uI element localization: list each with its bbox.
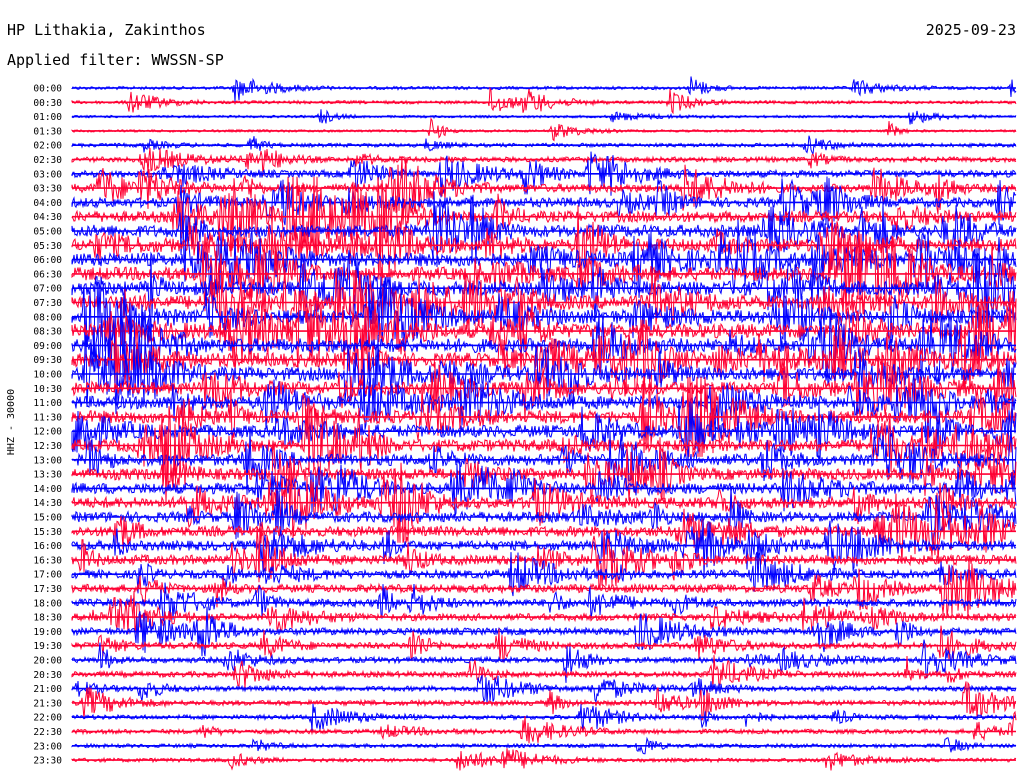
tick-label: 08:30 <box>33 327 62 338</box>
tick-label: 18:30 <box>33 613 62 624</box>
tick-label: 04:00 <box>33 198 62 209</box>
tick-label: 10:30 <box>33 384 62 395</box>
tick-label: 22:00 <box>33 713 62 724</box>
tick-label: 03:30 <box>33 184 62 195</box>
trace-line <box>71 486 1017 549</box>
tick-label-group: 00:00 00:30 01:00 01:30 02:00 02:30 03:00 03:30… <box>33 84 62 767</box>
tick-label: 05:30 <box>33 241 62 252</box>
tick-label: 01:30 <box>33 126 62 137</box>
filter-label: Applied filter: WWSSN-SP <box>7 51 224 69</box>
tick-label: 07:00 <box>33 284 62 295</box>
date-label: 2025-09-23 <box>925 21 1016 39</box>
tick-label: 17:30 <box>33 584 62 595</box>
tick-label: 02:00 <box>33 141 62 152</box>
trace-line <box>71 151 1017 198</box>
tick-label: 11:30 <box>33 412 62 423</box>
tick-label: 23:30 <box>33 756 62 767</box>
tick-label: 20:00 <box>33 656 62 667</box>
trace-line <box>71 399 1017 464</box>
tick-label: 12:00 <box>33 427 62 438</box>
tick-label: 20:30 <box>33 670 62 681</box>
trace-line <box>71 371 1017 444</box>
tick-label: 06:00 <box>33 255 62 266</box>
trace-line <box>71 247 1016 329</box>
tick-label: 14:00 <box>33 484 62 495</box>
trace-line <box>71 156 1017 225</box>
tick-label: 15:00 <box>33 513 62 524</box>
tick-label: 07:30 <box>33 298 62 309</box>
trace-line <box>71 305 1017 386</box>
tick-label: 15:30 <box>33 527 62 538</box>
tick-label: 08:00 <box>33 312 62 323</box>
tick-label: 05:00 <box>33 227 62 238</box>
trace-line <box>71 639 1017 683</box>
y-axis-label: HHZ - 30000 <box>6 389 17 455</box>
tick-label: 21:00 <box>33 684 62 695</box>
tick-label: 06:30 <box>33 269 62 280</box>
tick-label: 17:00 <box>33 570 62 581</box>
tick-label: 00:30 <box>33 98 62 109</box>
tick-label: 14:30 <box>33 498 62 509</box>
tick-label: 02:30 <box>33 155 62 166</box>
tick-label: 03:00 <box>33 169 62 180</box>
trace-line <box>71 437 1017 505</box>
tick-label: 13:30 <box>33 470 62 481</box>
tick-label: 10:00 <box>33 370 62 381</box>
tick-label: 00:00 <box>33 84 62 95</box>
trace-line <box>71 590 1017 635</box>
tick-label: 16:00 <box>33 541 62 552</box>
station-title: HP Lithakia, Zakinthos <box>7 21 206 39</box>
trace-line <box>71 117 1017 142</box>
tick-label: 12:30 <box>33 441 62 452</box>
trace-line <box>71 625 1017 663</box>
tick-label: 19:00 <box>33 627 62 638</box>
trace-line <box>71 674 1017 705</box>
tick-label: 22:30 <box>33 727 62 738</box>
trace-line <box>71 748 1017 771</box>
trace-group <box>71 76 1017 771</box>
tick-label: 04:30 <box>33 212 62 223</box>
tick-label: 13:00 <box>33 455 62 466</box>
tick-label: 11:00 <box>33 398 62 409</box>
tick-label: 09:30 <box>33 355 62 366</box>
tick-label: 23:00 <box>33 741 62 752</box>
tick-label: 19:30 <box>33 641 62 652</box>
trace-line <box>71 86 1017 115</box>
tick-label: 01:00 <box>33 112 62 123</box>
tick-label: 21:30 <box>33 698 62 709</box>
tick-label: 18:00 <box>33 598 62 609</box>
tick-label: 09:00 <box>33 341 62 352</box>
tick-label: 16:30 <box>33 555 62 566</box>
